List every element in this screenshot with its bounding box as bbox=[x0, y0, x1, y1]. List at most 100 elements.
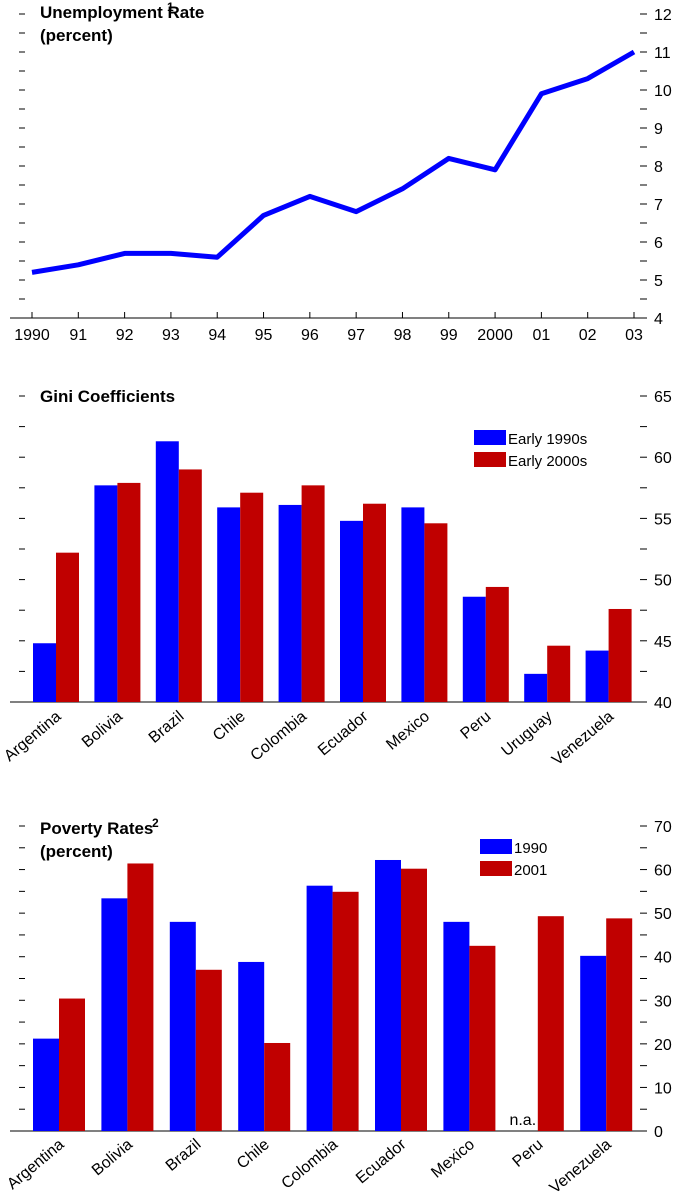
poverty-bar bbox=[264, 1042, 291, 1131]
poverty-chart: Poverty Rates 2 (percent) 0 10 20 30 40 50 60 7… bbox=[4, 816, 672, 1197]
gini-bar bbox=[117, 482, 141, 702]
gini-y-tick-label: 50 bbox=[654, 573, 672, 590]
poverty-y-tick-label: 10 bbox=[654, 1080, 672, 1097]
gini-legend-swatch bbox=[474, 430, 506, 445]
unemployment-x-tick-label: 98 bbox=[394, 327, 412, 344]
poverty-bar bbox=[469, 945, 496, 1131]
poverty-category-label: Brazil bbox=[163, 1136, 205, 1175]
unemployment-y-tick-label: 4 bbox=[654, 311, 663, 328]
gini-category-label: Colombia bbox=[247, 708, 310, 765]
poverty-y-tick-label: 50 bbox=[654, 906, 672, 923]
gini-category-label: Mexico bbox=[383, 708, 433, 754]
unemployment-marks bbox=[31, 49, 636, 275]
gini-category-label: Bolivia bbox=[79, 708, 126, 751]
unemployment-subtitle: (percent) bbox=[40, 26, 113, 45]
poverty-category-label: Argentina bbox=[4, 1136, 67, 1193]
poverty-y-tick-label: 60 bbox=[654, 863, 672, 880]
poverty-category-label: Peru bbox=[510, 1136, 547, 1171]
unemployment-x-tick-label: 99 bbox=[440, 327, 458, 344]
poverty-category-label: Mexico bbox=[428, 1136, 478, 1182]
poverty-legend-swatch bbox=[480, 839, 512, 854]
poverty-legend-swatch bbox=[480, 861, 512, 876]
unemployment-x-tick-label: 03 bbox=[625, 327, 643, 344]
unemployment-x-tick-label: 91 bbox=[69, 327, 87, 344]
unemployment-y-tick-label: 9 bbox=[654, 121, 663, 138]
poverty-legend-label: 2001 bbox=[514, 862, 547, 879]
gini-bar bbox=[56, 552, 79, 702]
gini-bar bbox=[217, 507, 241, 702]
unemployment-title-superscript: 1 bbox=[167, 0, 174, 14]
poverty-y-tick-label: 30 bbox=[654, 993, 672, 1010]
gini-legend-label: Early 1990s bbox=[508, 431, 587, 448]
unemployment-x-tick-label: 94 bbox=[208, 327, 226, 344]
unemployment-title: Unemployment Rate bbox=[40, 3, 204, 22]
gini-bar bbox=[178, 469, 202, 702]
poverty-y-tick-label: 40 bbox=[654, 950, 672, 967]
poverty-y-tick-label: 0 bbox=[654, 1124, 663, 1141]
gini-bar bbox=[278, 504, 302, 702]
poverty-bar bbox=[195, 969, 222, 1131]
gini-category-label: Peru bbox=[458, 708, 495, 743]
unemployment-y-tick-label: 8 bbox=[654, 159, 663, 176]
gini-category-label: Ecuador bbox=[315, 708, 372, 760]
gini-legend-label: Early 2000s bbox=[508, 453, 587, 470]
gini-chart: Gini Coefficients 40 45 50 55 60 65 Argentina B… bbox=[1, 387, 672, 769]
poverty-category-label: Venezuela bbox=[547, 1136, 615, 1197]
poverty-legend-label: 1990 bbox=[514, 840, 547, 857]
poverty-bar bbox=[580, 955, 607, 1131]
gini-category-label: Brazil bbox=[146, 708, 188, 747]
poverty-category-label: Colombia bbox=[278, 1136, 341, 1193]
unemployment-x-tick-label: 97 bbox=[347, 327, 365, 344]
unemployment-chart: Unemployment Rate 1 (percent) 4567891011… bbox=[10, 0, 672, 344]
unemployment-y-tick-label: 12 bbox=[654, 7, 672, 24]
poverty-bar bbox=[238, 961, 265, 1131]
unemployment-x-tick-label: 02 bbox=[579, 327, 597, 344]
poverty-bar bbox=[443, 921, 470, 1131]
poverty-bar bbox=[101, 898, 128, 1131]
gini-y-tick-label: 45 bbox=[654, 634, 672, 651]
gini-bar bbox=[485, 586, 509, 702]
poverty-title-superscript: 2 bbox=[152, 816, 159, 830]
poverty-bar bbox=[606, 918, 633, 1131]
gini-bar bbox=[301, 485, 325, 702]
poverty-marks: n.a. bbox=[33, 859, 633, 1131]
unemployment-y-tick-label: 5 bbox=[654, 273, 663, 290]
poverty-na-label: n.a. bbox=[509, 1112, 536, 1129]
poverty-bar bbox=[306, 885, 333, 1131]
unemployment-x-tick-label: 01 bbox=[532, 327, 550, 344]
unemployment-y-tick-label: 10 bbox=[654, 83, 672, 100]
gini-bar bbox=[340, 520, 363, 702]
unemployment-x-tick-label: 93 bbox=[162, 327, 180, 344]
gini-bar bbox=[240, 492, 264, 702]
gini-category-label: Chile bbox=[210, 708, 249, 745]
gini-y-tick-label: 55 bbox=[654, 511, 672, 528]
gini-marks bbox=[33, 441, 632, 702]
unemployment-y-tick-label: 11 bbox=[654, 45, 671, 62]
unemployment-x-tick-label: 2000 bbox=[477, 327, 513, 344]
gini-bar bbox=[462, 596, 486, 702]
poverty-category-label: Bolivia bbox=[89, 1136, 136, 1179]
poverty-bar bbox=[401, 868, 427, 1131]
gini-legend-swatch bbox=[474, 452, 506, 467]
gini-bar bbox=[524, 673, 548, 702]
unemployment-x-tick-label: 92 bbox=[116, 327, 134, 344]
gini-bar bbox=[363, 503, 386, 702]
poverty-bar bbox=[33, 1038, 59, 1131]
gini-category-label: Venezuela bbox=[549, 708, 617, 769]
poverty-title: Poverty Rates bbox=[40, 819, 153, 838]
poverty-legend: 1990 2001 bbox=[480, 839, 547, 879]
poverty-category-label: Chile bbox=[234, 1136, 273, 1173]
poverty-bar bbox=[127, 863, 154, 1131]
poverty-bar bbox=[537, 916, 564, 1131]
gini-bar bbox=[547, 645, 571, 702]
poverty-category-label: Ecuador bbox=[353, 1136, 410, 1188]
gini-bar bbox=[33, 643, 56, 702]
poverty-bar bbox=[169, 921, 196, 1131]
gini-bar bbox=[608, 608, 632, 702]
unemployment-x-tick-label: 1990 bbox=[14, 327, 50, 344]
poverty-y-tick-label: 70 bbox=[654, 819, 672, 836]
gini-category-label: Uruguay bbox=[499, 708, 556, 760]
gini-legend: Early 1990s Early 2000s bbox=[474, 430, 587, 470]
gini-bar bbox=[401, 507, 425, 702]
